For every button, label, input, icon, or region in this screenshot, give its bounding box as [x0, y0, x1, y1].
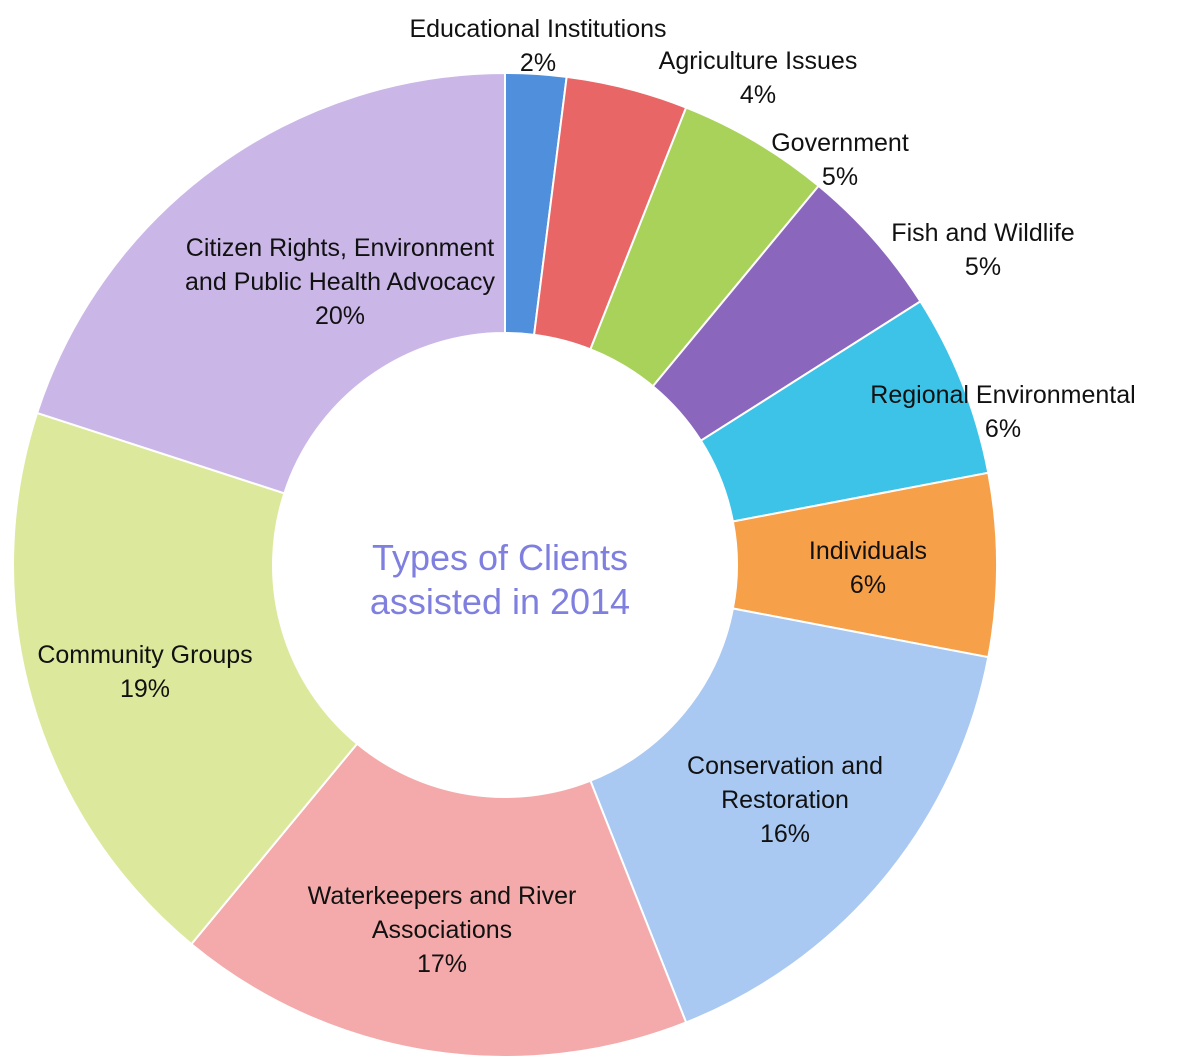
slice-value: 2% [519, 49, 557, 77]
slice-label: Community Groups 19% [0, 638, 295, 706]
slice-name: Individuals [808, 537, 928, 565]
slice-value: 16% [759, 820, 811, 848]
slice-name: Regional Environmental [870, 381, 1136, 409]
slice-label: Educational Institutions 2% [328, 12, 748, 80]
slice-label: Government 5% [710, 126, 970, 194]
slice-value: 6% [984, 415, 1022, 443]
slice-name: Waterkeepers and River Associations [307, 882, 577, 944]
donut-slice [12, 411, 359, 946]
donut-slice [189, 742, 688, 1057]
slice-name: Agriculture Issues [658, 47, 858, 75]
slice-value: 17% [416, 950, 468, 978]
donut-slice [35, 71, 506, 495]
slice-name: Conservation and Restoration [687, 752, 883, 814]
slice-label: Regional Environmental 6% [823, 378, 1181, 446]
slice-label: Waterkeepers and River Associations 17% [252, 879, 632, 981]
chart-title: Types of Clients assisted in 2014 [369, 537, 631, 622]
slice-value: 5% [821, 163, 859, 191]
slice-value: 5% [964, 253, 1002, 281]
slice-name: Community Groups [37, 641, 253, 669]
slice-name: Educational Institutions [409, 15, 667, 43]
slice-name: Government [771, 129, 909, 157]
slice-value: 20% [314, 302, 366, 330]
slice-label: Individuals 6% [748, 534, 988, 602]
slice-name: Citizen Rights, Environment and Public H… [185, 234, 495, 296]
slice-label: Agriculture Issues 4% [598, 44, 918, 112]
slice-label: Citizen Rights, Environment and Public H… [185, 231, 495, 333]
slice-value: 19% [119, 675, 171, 703]
slice-value: 4% [739, 81, 777, 109]
slice-label: Conservation and Restoration 16% [640, 749, 930, 851]
slice-name: Fish and Wildlife [891, 219, 1075, 247]
slice-value: 6% [849, 571, 887, 599]
donut-slice [589, 607, 990, 1024]
slice-label: Fish and Wildlife 5% [833, 216, 1133, 284]
